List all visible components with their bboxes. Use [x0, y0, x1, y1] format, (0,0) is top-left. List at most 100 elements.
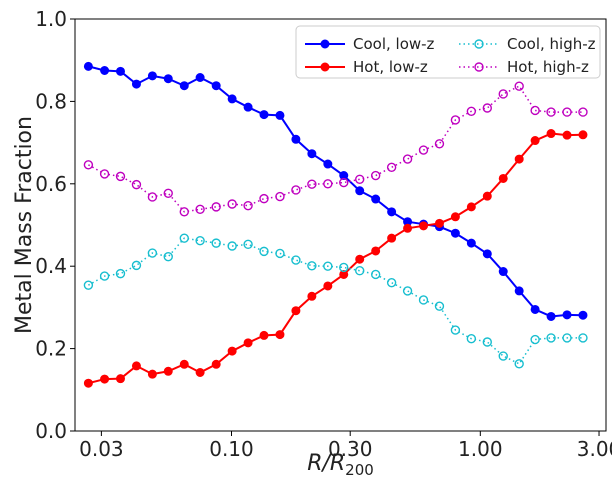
hot-high-z-point [195, 204, 205, 215]
x-tick-label: 0.30 [328, 437, 373, 461]
cool-low-z-point [243, 102, 253, 112]
hot-low-z-point [419, 221, 429, 231]
hot-low-z-point [466, 202, 476, 212]
cool-high-z-point [323, 261, 333, 271]
hot-low-z-point [131, 361, 141, 371]
cool-low-z-point [339, 171, 349, 181]
hot-high-z-point [307, 179, 317, 189]
hot-high-z-point [291, 185, 301, 195]
hot-low-z-point [403, 223, 413, 233]
cool-high-z-point [163, 252, 173, 262]
legend-label-hot-high-z: Hot, high-z [507, 58, 589, 76]
y-tick-label: 1.0 [35, 7, 67, 31]
x-tick-label: 1.00 [458, 437, 503, 461]
hot-high-z-point [498, 89, 508, 99]
cool-low-z-point [371, 194, 381, 204]
cool-low-z-point [562, 310, 572, 320]
hot-low-z-point [498, 173, 508, 183]
cool-low-z-point [195, 73, 205, 82]
hot-low-z-point [434, 218, 444, 228]
cool-high-z-point [386, 277, 397, 288]
hot-high-z-point [562, 107, 572, 117]
cool-high-z-point [546, 333, 556, 343]
cool-high-z-point [179, 233, 189, 243]
legend-marker-hot-low-z [320, 62, 330, 72]
hot-low-z-point [307, 291, 317, 301]
hot-high-z-point [323, 179, 333, 189]
cool-high-z-point [275, 248, 285, 259]
hot-high-z-point [355, 174, 365, 184]
cool-high-z-point [530, 334, 540, 345]
x-tick-label: 3.00 [577, 437, 612, 461]
cool-high-z-point [514, 359, 524, 369]
cool-high-z-point [131, 260, 142, 271]
cool-high-z-point [307, 261, 317, 271]
hot-high-z-point [259, 193, 269, 204]
hot-high-z-point [227, 199, 237, 209]
cool-low-z-point [147, 71, 157, 81]
hot-low-z-point [371, 246, 381, 256]
hot-low-z-point [275, 330, 285, 340]
cool-low-z-point [275, 110, 285, 120]
cool-low-z-point [307, 149, 317, 159]
cool-low-z-point [83, 61, 93, 71]
hot-high-z-point [179, 207, 189, 217]
hot-high-z-point [578, 107, 588, 117]
hot-low-z-point [115, 374, 125, 384]
hot-low-z-point [211, 359, 221, 369]
plot-frame [74, 18, 607, 432]
hot-high-z-point [243, 200, 253, 211]
hot-low-z-point [179, 359, 189, 369]
cool-low-z-point [355, 186, 365, 196]
legend-marker-cool-low-z [320, 39, 330, 49]
hot-low-z-point [259, 330, 269, 340]
cool-high-z-point [115, 268, 126, 279]
cool-low-z-point [323, 159, 333, 169]
cool-low-z-point [514, 286, 524, 296]
cool-low-z-point [179, 81, 189, 91]
cool-low-z-point [546, 311, 556, 321]
hot-low-z-point [387, 233, 397, 243]
cool-high-z-point [418, 295, 429, 305]
hot-low-z-point [578, 130, 588, 140]
cool-high-z-point [211, 238, 221, 248]
hot-low-z-point [291, 306, 301, 316]
hot-high-z-point [434, 139, 445, 149]
plot-area [75, 19, 606, 431]
hot-low-z-point [514, 154, 524, 164]
cool-low-z-point [131, 79, 141, 89]
hot-high-z-point [211, 202, 221, 212]
hot-high-z-point [546, 107, 556, 117]
hot-high-z-point [83, 160, 94, 170]
cool-high-z-point [355, 266, 365, 276]
cool-low-z-point [482, 249, 492, 259]
legend: Cool, low-z Hot, low-z Cool, high-z Hot, hi… [295, 25, 601, 79]
cool-high-z-point [259, 246, 269, 257]
hot-high-z-point [115, 171, 126, 182]
y-tick-label: 0.4 [35, 254, 67, 278]
cool-low-z-point [578, 310, 588, 320]
y-tick-label: 0.0 [35, 419, 67, 443]
hot-low-z-point [243, 338, 253, 348]
cool-low-z-point [291, 134, 301, 144]
cool-low-z-point [450, 228, 460, 238]
x-tick-label: 0.10 [209, 437, 254, 461]
cool-high-z-point [434, 301, 445, 311]
cool-low-z-point [466, 238, 476, 248]
hot-low-z-point [163, 366, 173, 376]
legend-marker-hot-high-z [474, 62, 484, 72]
cool-high-z-point [227, 241, 237, 251]
cool-high-z-point [466, 334, 477, 344]
hot-high-z-point [147, 192, 158, 202]
hot-low-z-point [546, 129, 556, 139]
cool-high-z-point [578, 333, 588, 343]
hot-low-z-point [562, 130, 572, 140]
hot-high-z-point [530, 105, 540, 116]
hot-low-z-point [530, 136, 540, 146]
cool-high-z-point [147, 248, 158, 258]
hot-high-z-point [131, 179, 142, 190]
hot-high-z-point [275, 191, 285, 202]
cool-high-z-point [195, 235, 205, 246]
hot-low-z-point [482, 191, 492, 201]
